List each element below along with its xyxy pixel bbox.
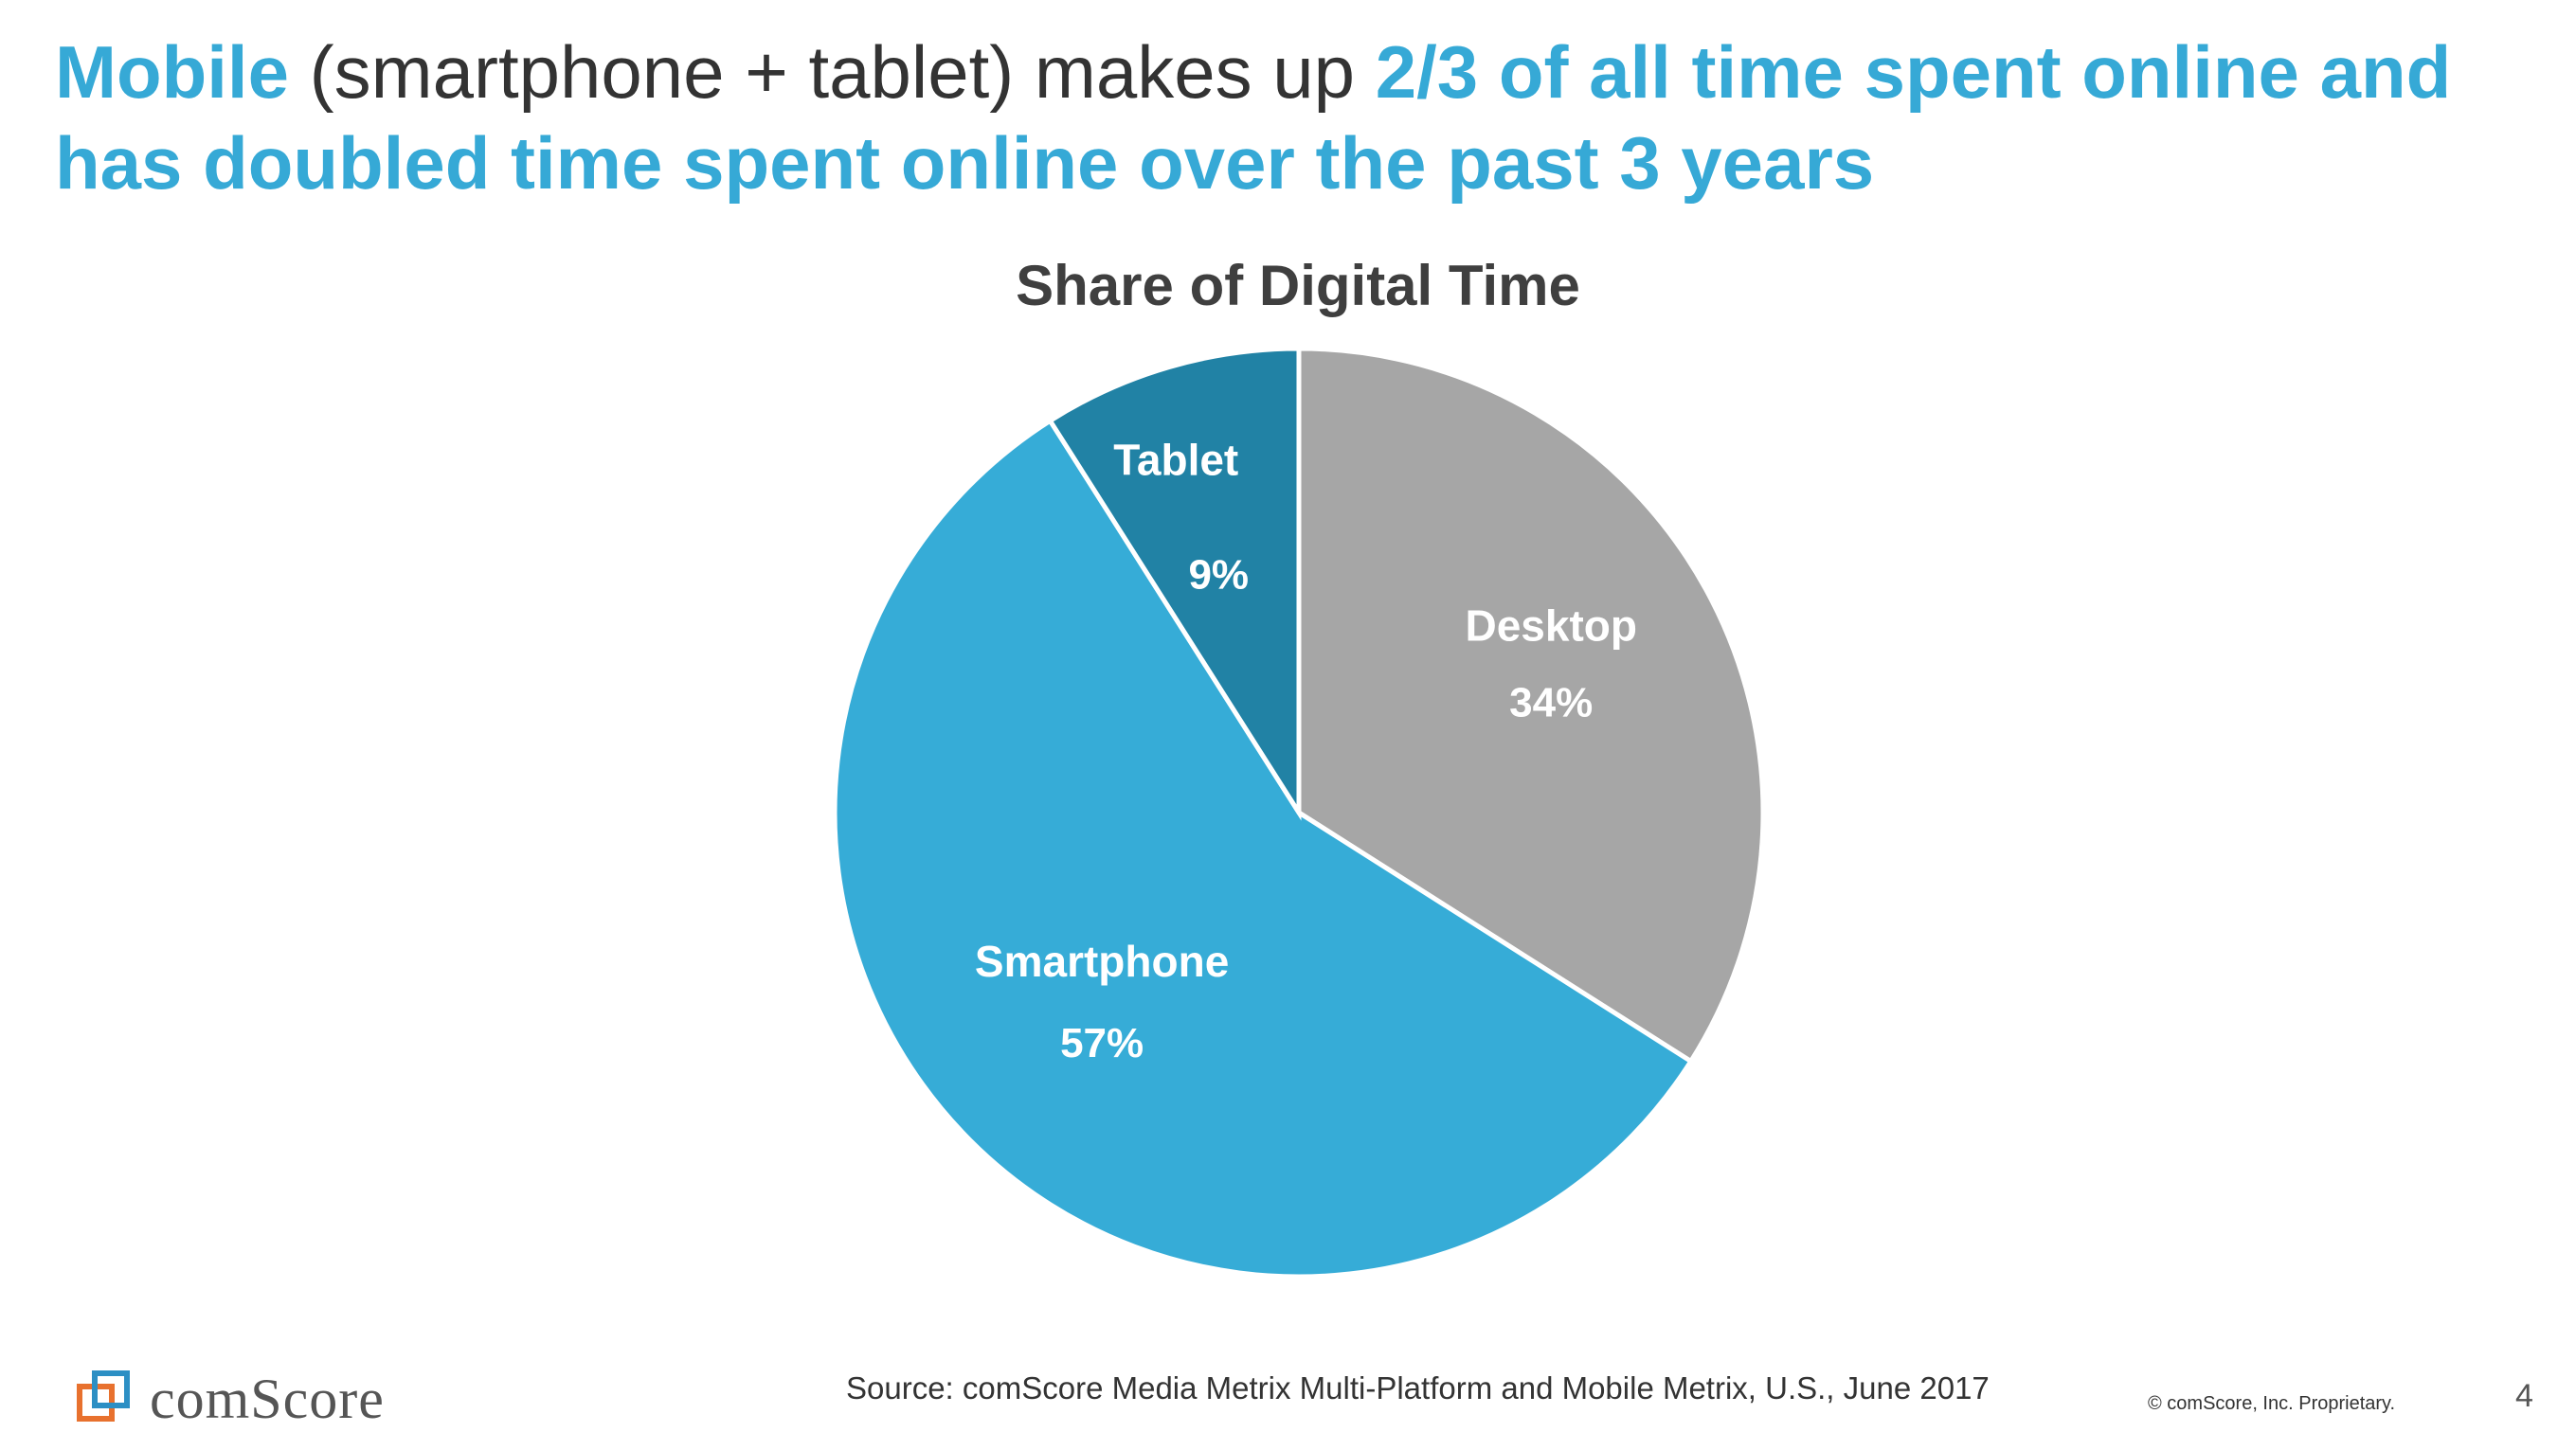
slice-label-desktop: Desktop — [1465, 601, 1636, 651]
logo-wordmark: comScore — [150, 1367, 385, 1430]
page-number: 4 — [2515, 1378, 2533, 1414]
slice-value-desktop: 34% — [1509, 680, 1593, 726]
source-note: Source: comScore Media Metrix Multi-Plat… — [846, 1370, 1990, 1405]
slice-value-tablet: 9% — [1188, 551, 1249, 598]
slice-label-tablet: Tablet — [1113, 435, 1238, 484]
headline-mobile: Mobile — [55, 30, 289, 114]
comscore-logo: comScore — [76, 1366, 385, 1432]
headline-parenthetical: (smartphone + tablet) makes up — [289, 30, 1376, 114]
pie-slices — [832, 346, 1766, 1280]
pie-slice-tablet — [1046, 346, 1302, 821]
copyright-note: © comScore, Inc. Proprietary. — [2148, 1393, 2396, 1414]
pie-slice-desktop — [1296, 346, 1766, 1065]
chart-title: Share of Digital Time — [1016, 254, 1580, 317]
slice-label-smartphone: Smartphone — [975, 937, 1229, 986]
comscore-logo-icon — [77, 1370, 130, 1422]
pie-slice-smartphone — [832, 417, 1695, 1280]
slice-value-smartphone: 57% — [1060, 1020, 1144, 1066]
pie-labels: Desktop 34% Smartphone 57% Tablet 9% — [975, 435, 1637, 1066]
slide-headline: Mobile (smartphone + tablet) makes up 2/… — [55, 27, 2518, 208]
headline-emphasis: 2/3 of all time spent online and has dou… — [55, 30, 2452, 205]
